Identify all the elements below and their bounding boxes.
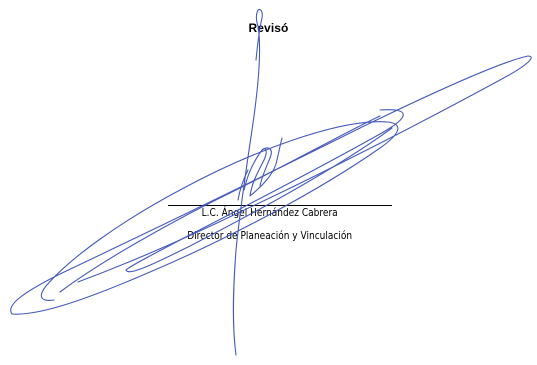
signer-name: L.C. Ángel Hernández Cabrera xyxy=(201,206,338,219)
signer-title: Director de Planeación y Vinculación xyxy=(187,229,353,242)
reviewed-heading: Revisó xyxy=(248,21,289,35)
